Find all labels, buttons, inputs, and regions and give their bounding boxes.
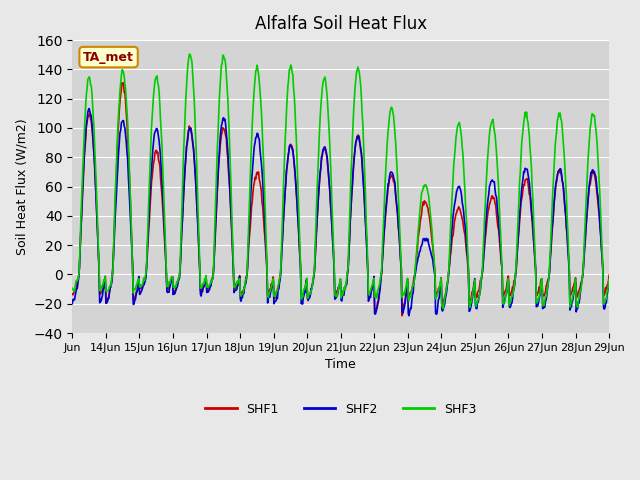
Line: SHF3: SHF3 [72, 54, 609, 309]
SHF2 [428, 252, 435, 258]
X-axis label: Time: Time [325, 358, 356, 372]
SHF3 [68, 286, 76, 291]
SHF3 [397, 246, 404, 252]
Text: TA_met: TA_met [83, 50, 134, 64]
SHF3 [132, 287, 140, 293]
SHF2 [85, 106, 93, 111]
SHF1 [398, 313, 406, 319]
SHF3 [257, 108, 265, 113]
SHF1 [231, 286, 239, 291]
SHF2 [405, 313, 413, 319]
SHF3 [440, 306, 447, 312]
SHF3 [278, 240, 285, 245]
SHF1 [605, 272, 613, 278]
Y-axis label: Soil Heat Flux (W/m2): Soil Heat Flux (W/m2) [15, 118, 28, 255]
SHF3 [231, 284, 239, 290]
SHF3 [186, 51, 194, 57]
Line: SHF1: SHF1 [72, 83, 609, 316]
SHF2 [278, 250, 285, 256]
Line: SHF2: SHF2 [72, 108, 609, 316]
SHF1 [120, 80, 127, 86]
SHF1 [132, 289, 140, 295]
Title: Alfalfa Soil Heat Flux: Alfalfa Soil Heat Flux [255, 15, 427, 33]
SHF3 [605, 276, 613, 282]
Legend: SHF1, SHF2, SHF3: SHF1, SHF2, SHF3 [200, 398, 481, 421]
SHF2 [257, 160, 265, 166]
SHF2 [68, 300, 76, 306]
SHF3 [427, 214, 435, 219]
SHF1 [68, 291, 76, 297]
SHF1 [278, 251, 285, 257]
SHF1 [397, 257, 404, 263]
SHF2 [132, 292, 140, 298]
SHF1 [257, 188, 265, 194]
SHF1 [428, 232, 435, 238]
SHF2 [231, 288, 239, 294]
SHF2 [397, 257, 404, 263]
SHF2 [605, 280, 613, 286]
